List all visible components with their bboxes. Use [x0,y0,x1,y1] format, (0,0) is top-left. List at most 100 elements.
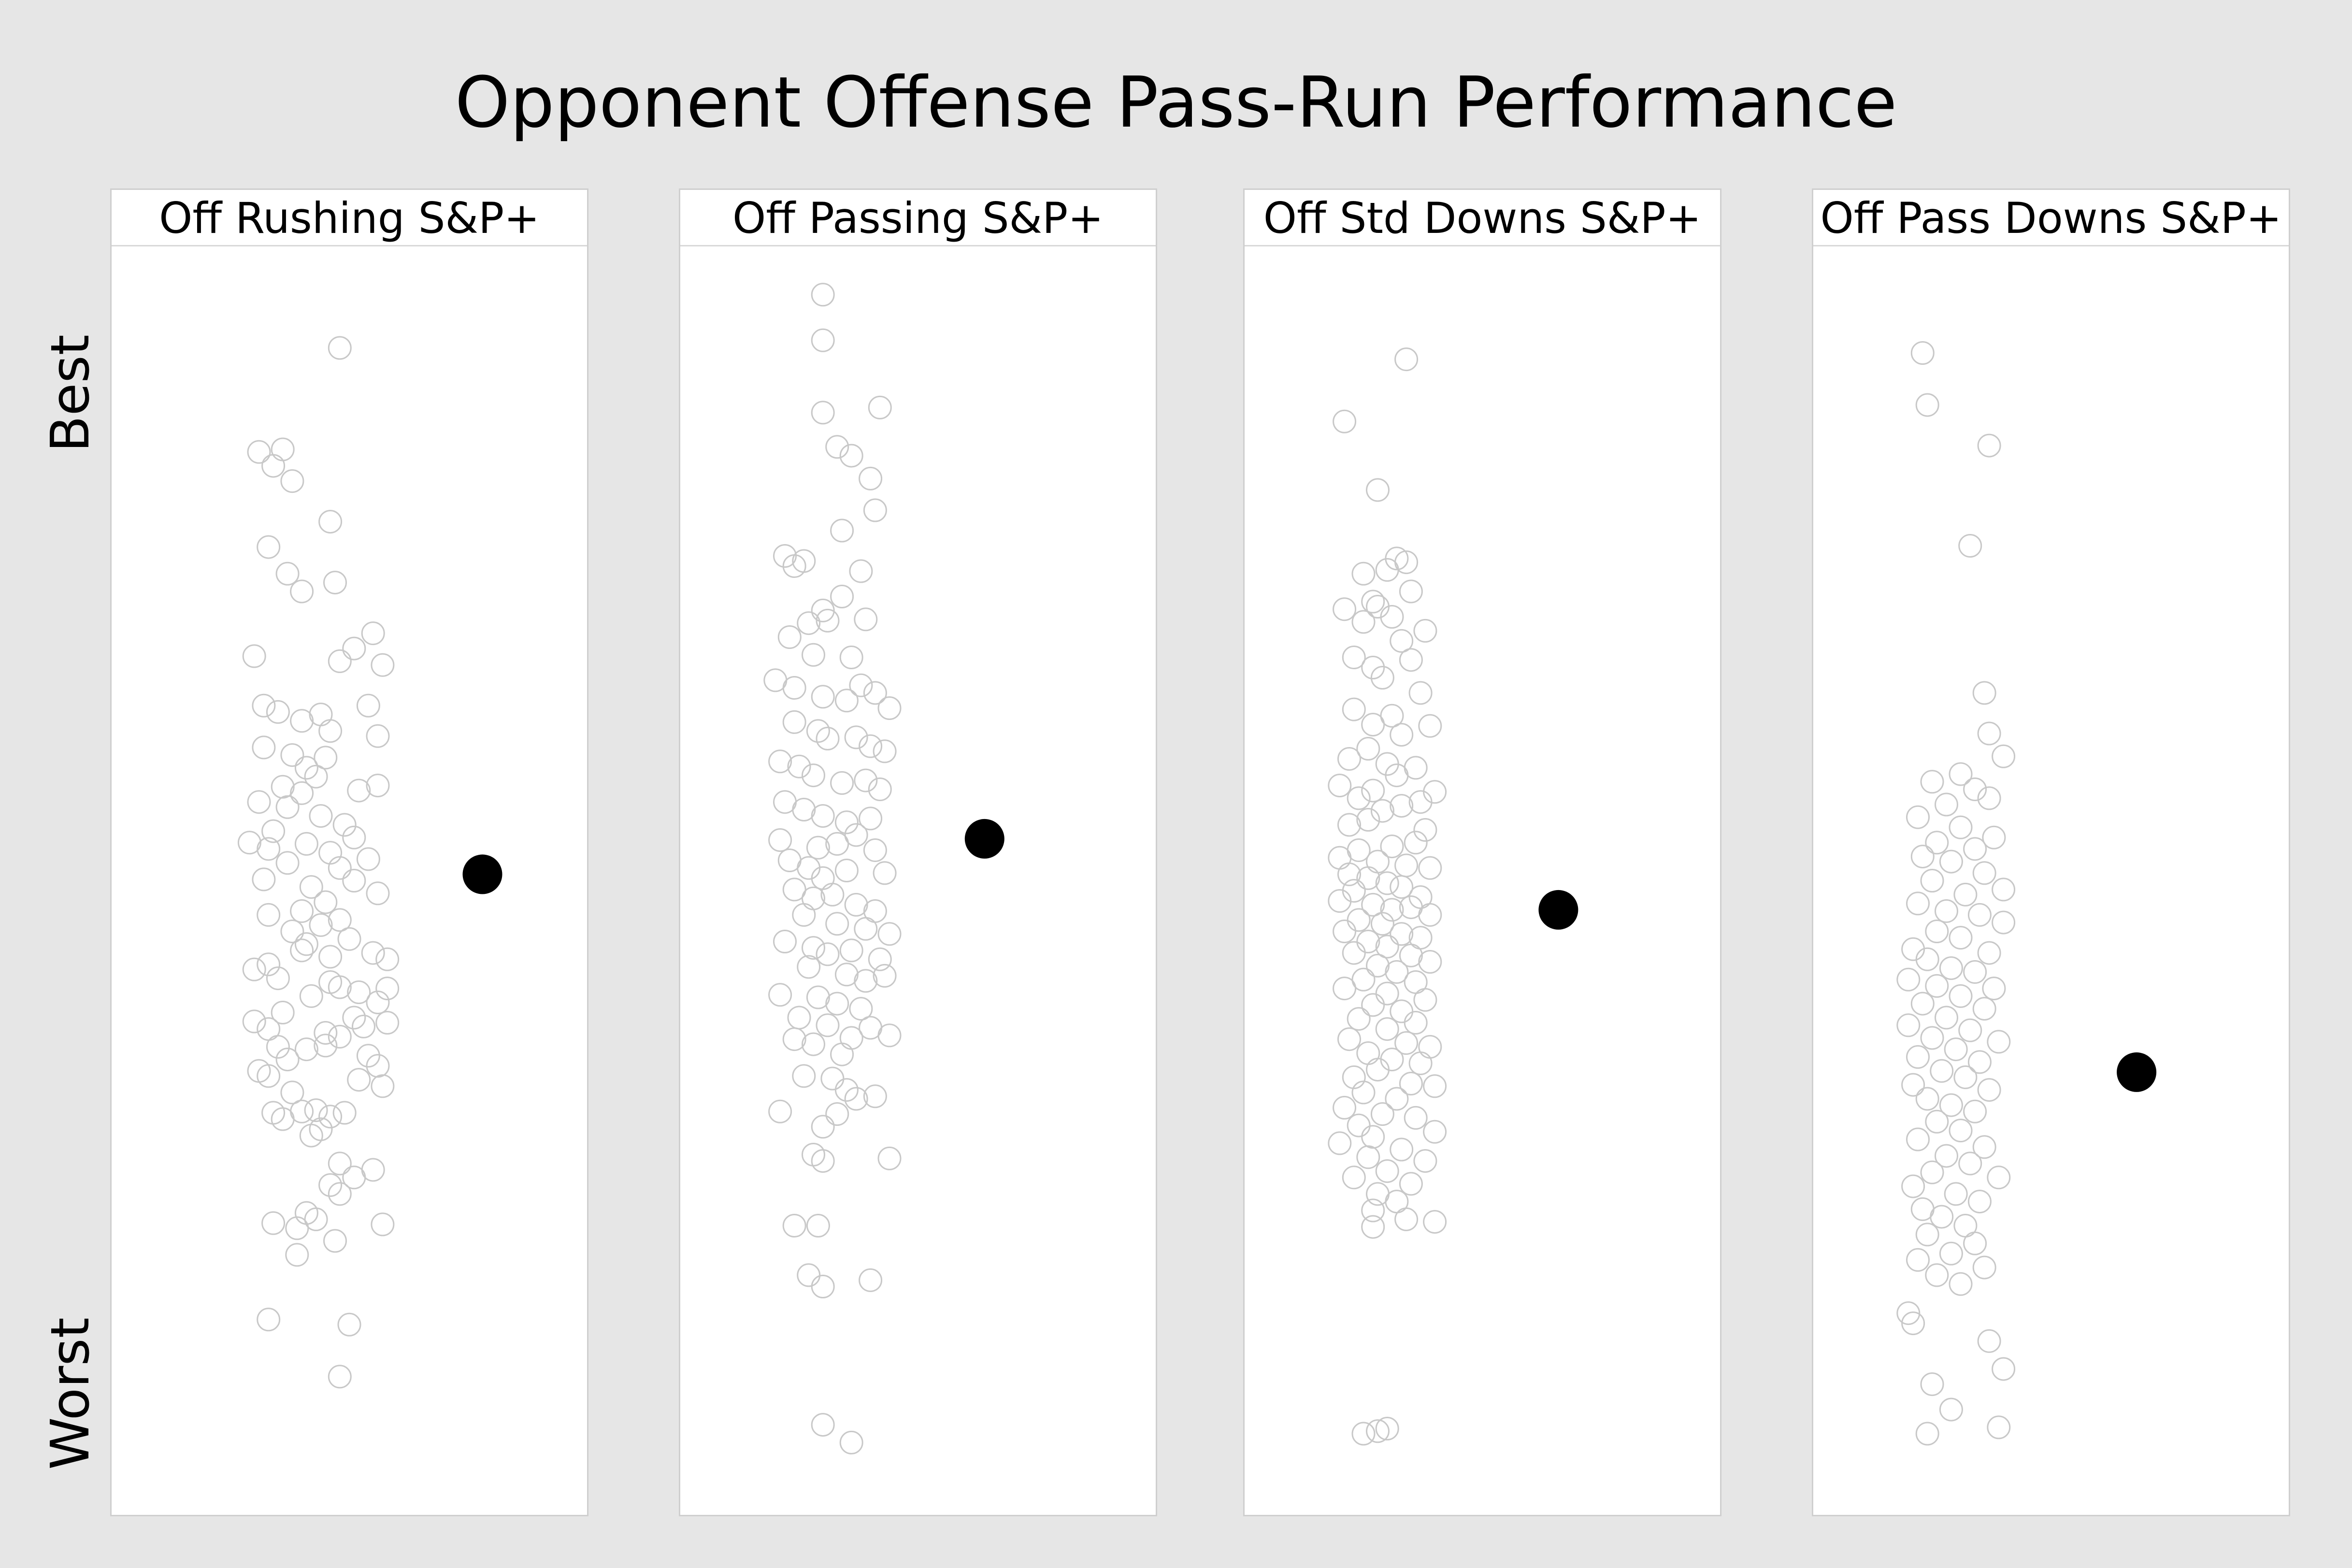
team-point-38 [294,832,318,856]
highlight-point [964,819,1004,859]
team-point-2 [811,401,835,425]
team-point-77 [266,1035,290,1059]
team-point-53 [834,859,859,882]
team-point-3 [261,454,286,478]
team-point-76 [1896,1301,1921,1325]
team-point-24 [1390,723,1414,747]
team-point-51 [797,856,821,880]
team-point-98 [1328,1131,1352,1155]
team-point-93 [1370,1102,1394,1126]
team-point-65 [1342,941,1366,965]
team-point-101 [811,1413,835,1437]
team-point-43 [834,810,859,834]
team-point-69 [1385,960,1409,984]
team-point-104 [1399,1172,1423,1196]
team-point-32 [275,795,300,819]
scatter-plot-area [1896,341,2157,1446]
team-point-33 [309,804,333,828]
team-point-57 [1418,903,1442,927]
team-point-97 [1361,1125,1385,1149]
team-point-90 [304,1098,328,1122]
team-point-65 [1967,1190,1992,1214]
team-point-66 [1399,943,1423,967]
team-point-6 [1992,744,2016,768]
team-point-45 [1394,853,1419,878]
team-point-45 [299,875,323,899]
team-point-17 [290,709,314,733]
team-point-82 [1987,1415,2011,1439]
team-point-16 [1361,656,1385,679]
team-point-33 [1963,960,1987,984]
team-point-92 [1333,1095,1357,1120]
highlight-point [1538,890,1578,930]
team-point-110 [1361,1215,1385,1239]
team-point-28 [247,790,271,814]
team-point-80 [782,1027,806,1051]
team-point-53 [1939,1093,1963,1117]
team-point-22 [1953,882,1978,906]
team-point-74 [806,985,830,1009]
team-point-55 [1380,898,1404,922]
team-point-46 [768,828,792,852]
team-point-57 [1906,1127,1930,1151]
team-point-54 [1361,892,1385,917]
team-point-20 [1342,697,1366,721]
team-point-9 [290,579,314,604]
team-point-107 [1361,1198,1385,1223]
team-point-79 [1375,1017,1399,1041]
team-point-99 [859,1268,883,1292]
team-point-102 [839,1430,863,1454]
team-point-97 [806,1214,830,1237]
team-point-47 [806,835,830,860]
team-point-7 [863,498,887,522]
team-point-53 [1328,889,1352,913]
team-point-80 [1992,1357,2016,1381]
chart-title: Opponent Offense Pass-Run Performance [455,62,1897,144]
team-point-8 [830,518,854,543]
team-point-35 [261,819,286,843]
team-point-12 [849,559,873,583]
team-point-94 [1404,1106,1428,1130]
team-point-18 [1370,666,1394,690]
team-point-1 [247,440,271,464]
team-point-95 [299,1123,323,1148]
team-point-21 [1380,704,1404,728]
team-point-62 [854,917,878,941]
scatter-plot-area [763,283,1004,1454]
team-point-86 [1366,1058,1390,1082]
team-point-74 [1413,988,1437,1012]
team-point-107 [285,1243,309,1267]
team-point-42 [811,804,835,828]
team-point-55 [782,878,806,902]
team-point-1 [811,328,835,352]
team-point-0 [1394,347,1419,372]
team-point-19 [1972,861,1996,885]
team-point-6 [1375,558,1399,582]
team-point-99 [318,1173,343,1197]
team-point-9 [773,544,797,568]
team-point-7 [275,561,300,586]
team-point-4 [825,435,849,459]
team-point-44 [252,867,276,892]
team-point-19 [356,693,380,718]
team-point-72 [873,964,897,988]
team-point-26 [304,764,328,789]
team-point-8 [323,571,347,595]
team-point-36 [1982,977,2006,1001]
team-point-103 [1342,1165,1366,1190]
team-point-96 [328,1151,352,1176]
team-point-13 [1949,815,1973,839]
team-point-6 [257,535,281,559]
team-point-85 [347,1068,371,1092]
team-point-21 [366,724,390,748]
team-point-49 [1375,871,1399,895]
team-point-73 [314,1021,338,1045]
team-point-5 [1351,561,1376,586]
team-point-48 [1930,1059,1954,1083]
team-point-36 [237,831,261,855]
team-point-38 [1910,992,1935,1016]
team-point-47 [1337,862,1361,886]
team-point-60 [1958,1151,1982,1176]
team-point-30 [347,778,371,803]
team-point-84 [257,1064,281,1088]
